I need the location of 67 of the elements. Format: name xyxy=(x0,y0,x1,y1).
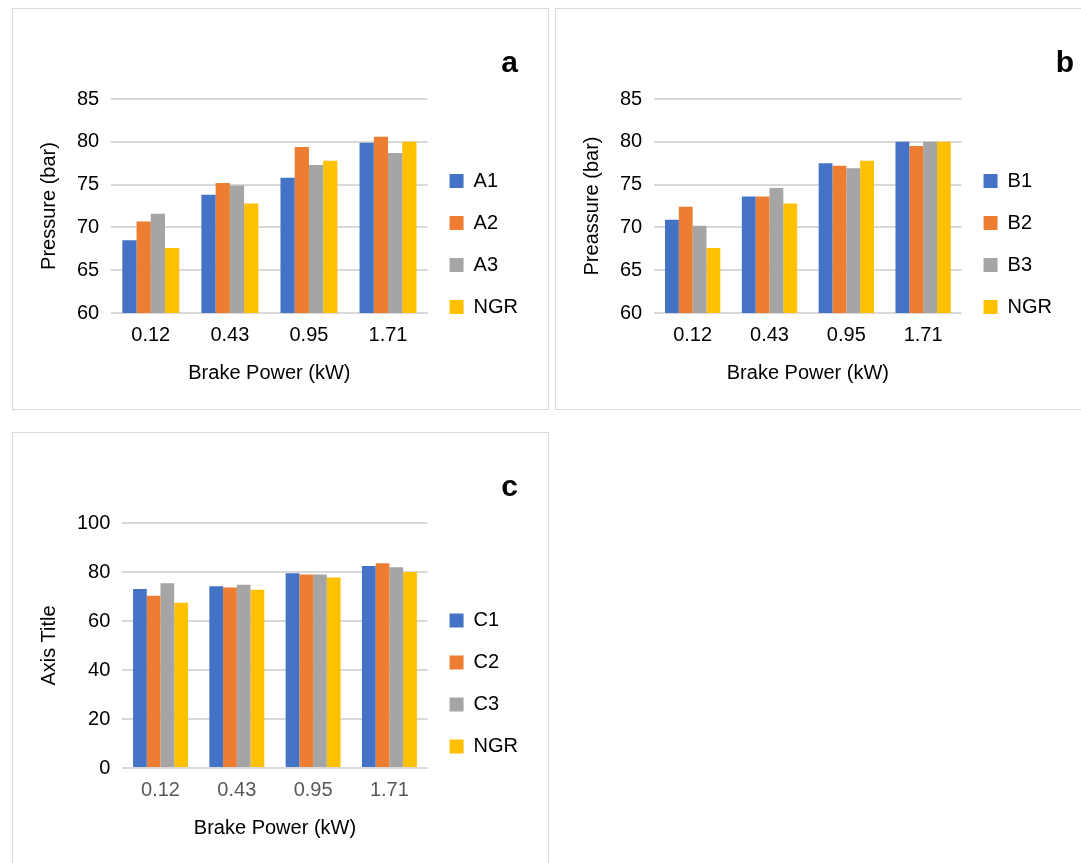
y-axis-title: Axis Title xyxy=(36,605,59,686)
x-tick-label: 1.71 xyxy=(368,322,408,345)
bar xyxy=(174,602,188,767)
bar xyxy=(389,567,404,767)
y-tick-label: 100 xyxy=(76,510,111,533)
bar xyxy=(250,589,265,767)
y-tick-label: 60 xyxy=(88,608,111,631)
y-tick-label: 40 xyxy=(88,657,111,680)
bar xyxy=(146,595,161,767)
y-tick-label: 85 xyxy=(620,86,643,109)
y-tick-label: 80 xyxy=(77,129,100,152)
bar xyxy=(236,584,251,767)
legend-label: NGR xyxy=(473,734,519,757)
text: c xyxy=(501,469,518,502)
legend-label: C2 xyxy=(473,650,500,673)
legend-label: B3 xyxy=(1007,252,1033,275)
legend-label: NGR xyxy=(1007,294,1053,317)
y-tick-label: 75 xyxy=(77,172,100,195)
x-tick-label: 1.71 xyxy=(369,777,409,800)
x-axis-title: Brake Power (kW) xyxy=(188,360,351,383)
y-axis-title: Pressure (bar) xyxy=(36,142,59,270)
x-axis-title: Brake Power (kW) xyxy=(726,360,890,383)
bar xyxy=(133,588,147,767)
x-tick-label: 0.95 xyxy=(289,322,329,345)
y-tick-label: 85 xyxy=(77,86,100,109)
y-tick-label: 70 xyxy=(77,214,100,237)
legend-label: C1 xyxy=(473,608,500,631)
y-tick-label: 70 xyxy=(620,214,643,237)
legend-label: B2 xyxy=(1007,210,1033,233)
y-tick-label: 60 xyxy=(77,300,100,323)
legend-label: C3 xyxy=(473,692,500,715)
x-tick-label: 1.71 xyxy=(903,322,943,345)
y-tick-label: 65 xyxy=(77,257,100,280)
y-tick-label: 20 xyxy=(88,706,111,729)
bar xyxy=(299,574,314,767)
y-axis-title: Preassure (bar) xyxy=(579,136,602,276)
bar xyxy=(375,563,390,767)
y-tick-label: 80 xyxy=(620,129,643,152)
y-tick-label: 0 xyxy=(99,755,111,778)
x-tick-label: 0.43 xyxy=(210,322,250,345)
x-tick-label: 0.43 xyxy=(217,777,257,800)
bar xyxy=(313,574,327,767)
text: b xyxy=(1055,45,1074,78)
x-tick-label: 0.12 xyxy=(131,322,171,345)
legend-label: B1 xyxy=(1007,168,1033,191)
x-axis-title: Brake Power (kW) xyxy=(193,815,357,838)
text: a xyxy=(501,45,518,78)
y-tick-label: 65 xyxy=(620,257,643,280)
bar xyxy=(361,565,376,767)
x-tick-label: 0.43 xyxy=(750,322,789,345)
bar xyxy=(209,586,224,767)
y-tick-label: 75 xyxy=(620,172,643,195)
legend-label: A2 xyxy=(473,210,499,233)
legend-label: NGR xyxy=(473,294,519,317)
bar xyxy=(403,572,417,767)
x-tick-label: 0.95 xyxy=(826,322,866,345)
x-tick-label: 0.12 xyxy=(141,777,180,800)
legend-label: A1 xyxy=(473,168,499,191)
x-tick-label: 0.12 xyxy=(673,322,713,345)
bar xyxy=(326,577,341,767)
legend-label: A3 xyxy=(473,252,499,275)
bar xyxy=(160,583,175,767)
y-tick-label: 80 xyxy=(88,559,111,582)
bar xyxy=(285,573,300,767)
bar xyxy=(223,587,237,767)
y-tick-label: 60 xyxy=(620,300,643,323)
x-tick-label: 0.95 xyxy=(293,777,333,800)
